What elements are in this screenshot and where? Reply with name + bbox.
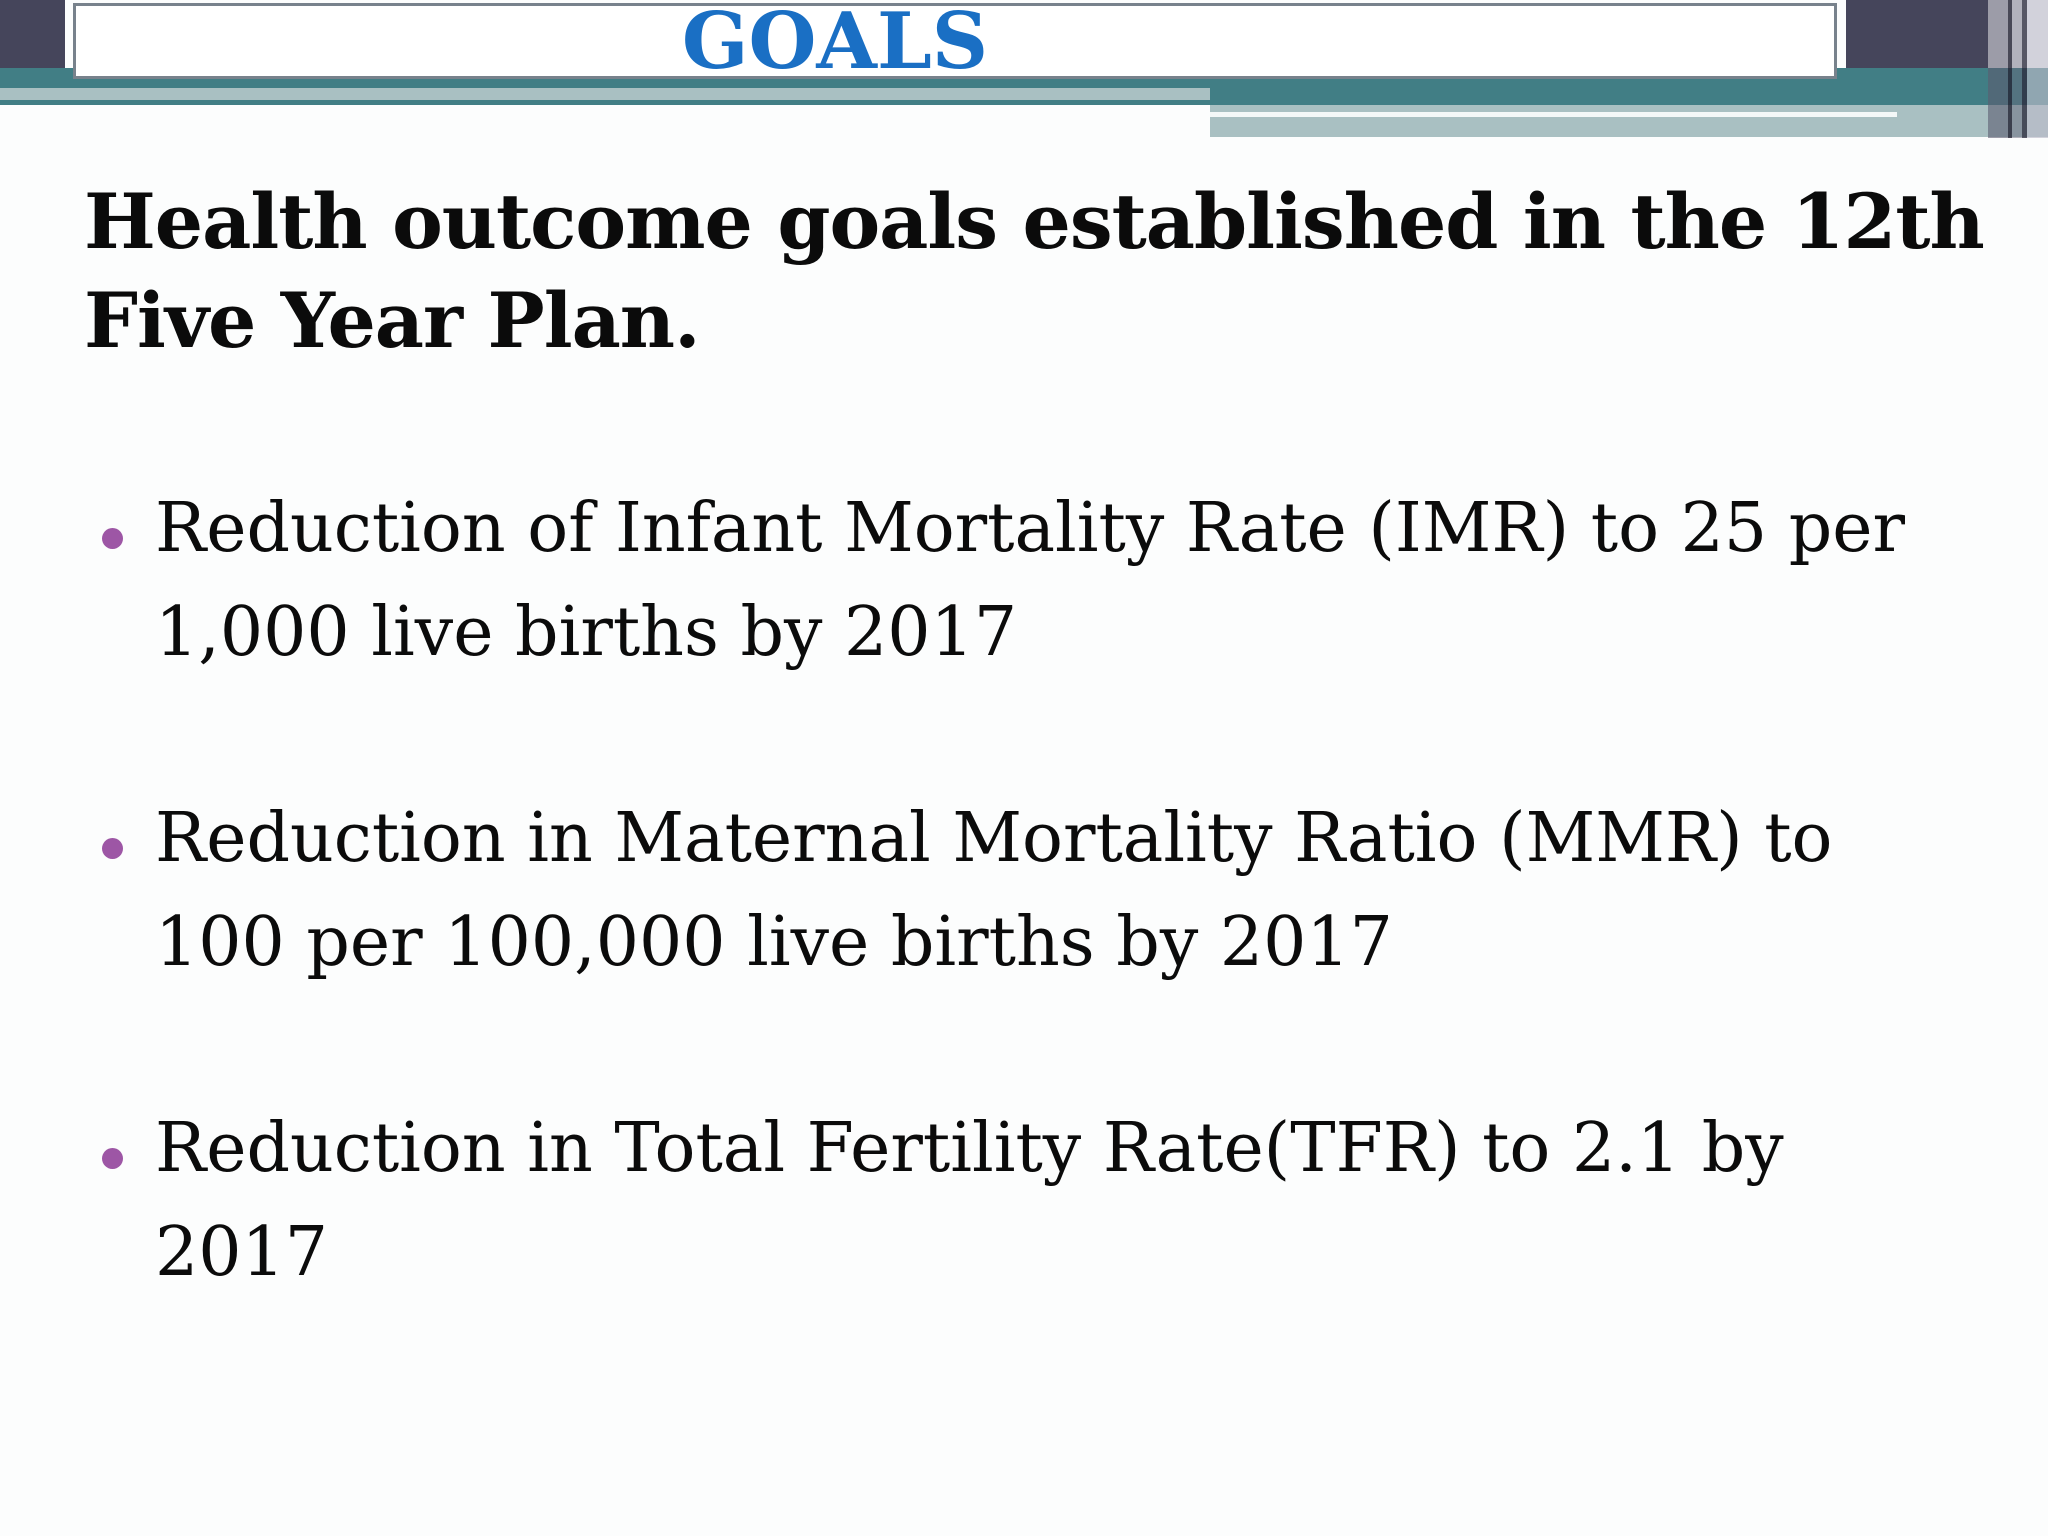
list-item: Reduction of Infant Mortality Rate (IMR)…: [84, 477, 1964, 685]
vertical-stripe: [2008, 0, 2012, 138]
vertical-stripe: [1988, 0, 2008, 138]
slide-title: GOALS: [681, 0, 989, 87]
list-item: Reduction in Maternal Mortality Ratio (M…: [84, 787, 1964, 995]
bullet-text: Reduction of Infant Mortality Rate (IMR)…: [155, 489, 1906, 672]
bullet-icon: [102, 528, 123, 549]
vertical-stripe: [2022, 0, 2027, 138]
bullet-icon: [102, 1148, 123, 1169]
bullet-text: Reduction in Total Fertility Rate(TFR) t…: [155, 1109, 1784, 1292]
header-highlight-stripe: [1210, 112, 1897, 117]
header-vertical-stripes: [1988, 0, 2048, 138]
list-item: Reduction in Total Fertility Rate(TFR) t…: [84, 1097, 1964, 1305]
vertical-stripe: [2027, 0, 2048, 138]
header-light-band-left: [0, 88, 1210, 100]
bullet-icon: [102, 838, 123, 859]
goals-list: Reduction of Infant Mortality Rate (IMR)…: [84, 0, 2034, 1536]
header-light-band-right: [1210, 105, 2048, 137]
vertical-stripe: [2012, 0, 2022, 138]
title-bar: GOALS: [73, 0, 1837, 87]
header-slate-block-left: [0, 0, 65, 68]
bullet-text: Reduction in Maternal Mortality Ratio (M…: [155, 799, 1833, 982]
slide-heading: Health outcome goals established in the …: [84, 177, 1985, 365]
header-slate-block-right: [1846, 0, 1988, 68]
